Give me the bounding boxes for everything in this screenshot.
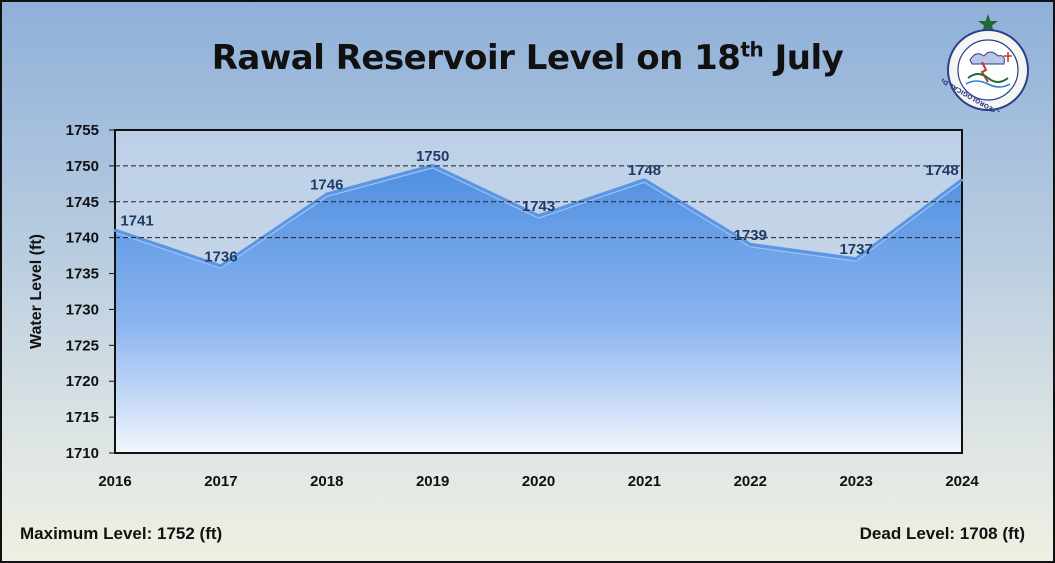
max-level-note: Maximum Level: 1752 (ft) — [20, 524, 223, 543]
data-point — [113, 228, 117, 232]
x-tick-label: 2016 — [98, 473, 131, 490]
plot-border — [114, 129, 963, 454]
y-tick-label: 1750 — [66, 158, 99, 175]
data-point — [854, 257, 858, 261]
x-tick-label: 2018 — [310, 473, 343, 490]
series-line-highlight — [114, 167, 963, 270]
data-label: 1741 — [120, 212, 153, 229]
data-label: 1750 — [416, 148, 449, 165]
y-tick-label: 1745 — [66, 194, 99, 211]
data-label: 1736 — [204, 248, 237, 265]
y-tick-label: 1755 — [66, 122, 99, 139]
data-point — [325, 193, 329, 197]
x-tick-label: 2024 — [945, 473, 979, 490]
x-tick-label: 2019 — [416, 473, 449, 490]
data-label: 1739 — [734, 227, 767, 244]
y-tick-label: 1740 — [66, 230, 99, 247]
x-tick-label: 2017 — [204, 473, 237, 490]
y-tick-label: 1730 — [66, 301, 99, 318]
data-label: 1737 — [839, 241, 872, 258]
data-point — [219, 264, 223, 268]
y-tick-label: 1720 — [66, 373, 99, 390]
logo-star-icon — [978, 14, 998, 33]
data-point — [960, 178, 964, 182]
data-label: 1746 — [310, 177, 343, 194]
data-point — [642, 178, 646, 182]
data-label: 1748 — [925, 162, 958, 179]
data-label: 1748 — [628, 162, 661, 179]
x-tick-label: 2020 — [522, 473, 555, 490]
pmd-logo: PAKISTAN METEOROLOGICAL DEPARTMENT — [942, 14, 1034, 112]
dead-level-note: Dead Level: 1708 (ft) — [859, 524, 1025, 543]
y-axis-label: Water Level (ft) — [28, 234, 45, 349]
y-tick-label: 1725 — [66, 337, 99, 354]
x-tick-label: 2022 — [734, 473, 767, 490]
data-label: 1743 — [522, 198, 555, 215]
x-tick-label: 2021 — [628, 473, 661, 490]
chart-title: Rawal Reservoir Level on 18th July — [211, 37, 844, 78]
y-tick-label: 1735 — [66, 266, 99, 283]
data-point — [748, 243, 752, 247]
x-tick-label: 2023 — [839, 473, 872, 490]
data-point — [537, 214, 540, 218]
y-tick-label: 1715 — [66, 409, 99, 426]
y-tick-label: 1710 — [66, 445, 99, 462]
data-point — [431, 164, 435, 168]
